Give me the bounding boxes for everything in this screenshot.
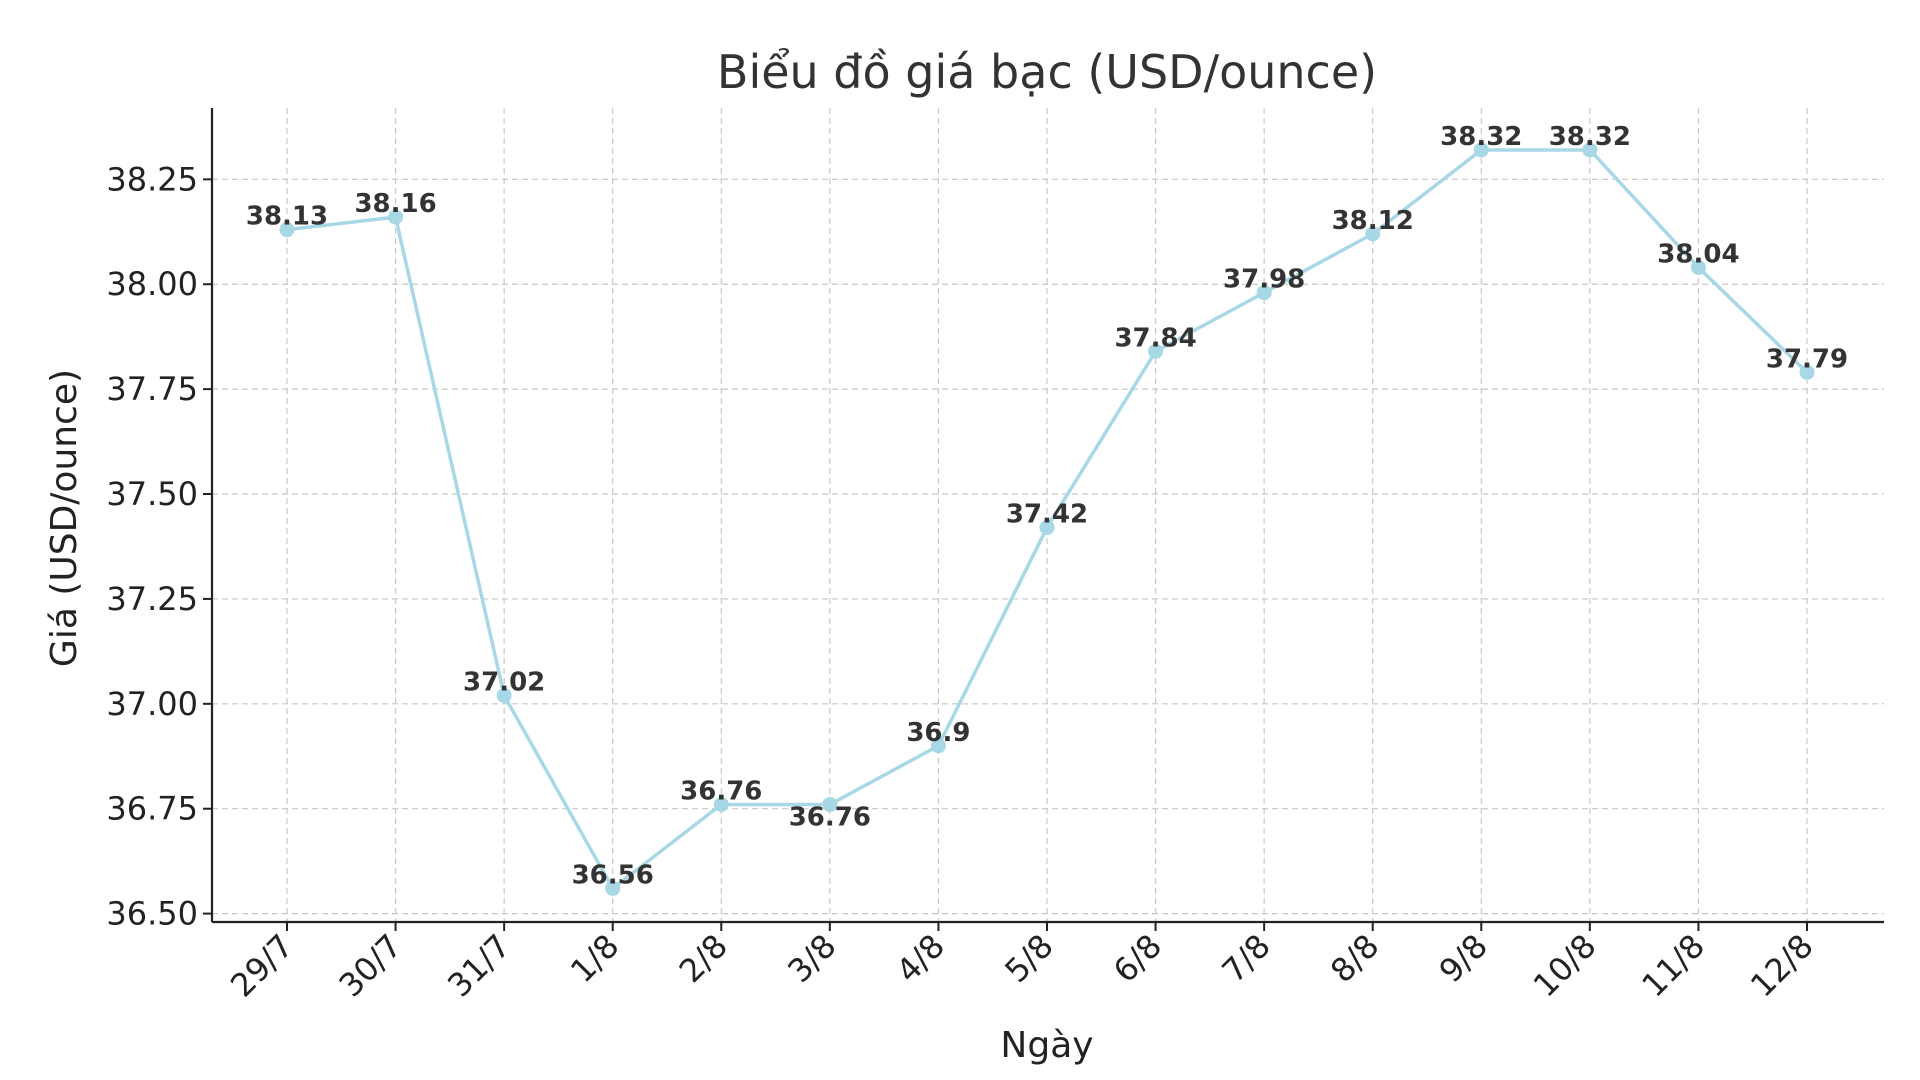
data-point bbox=[1473, 142, 1489, 158]
data-point bbox=[822, 797, 838, 813]
data-point bbox=[1582, 142, 1598, 158]
y-axis-ticks: 36.50 36.75 37.00 37.25 37.50 37.75 38.00 38.25 bbox=[106, 160, 212, 933]
chart-title: Biểu đồ giá bạc (USD/ounce) bbox=[717, 45, 1377, 99]
x-tick-label: 11/8 bbox=[1634, 927, 1712, 1005]
data-point bbox=[1039, 520, 1055, 536]
y-tick-label: 36.50 bbox=[106, 895, 198, 933]
y-tick-label: 38.25 bbox=[106, 160, 198, 198]
data-point bbox=[1799, 364, 1815, 380]
x-tick-label: 29/7 bbox=[223, 927, 301, 1005]
data-label: 38.13 bbox=[246, 202, 328, 232]
data-label: 37.84 bbox=[1114, 323, 1196, 353]
x-tick-label: 2/8 bbox=[672, 927, 735, 990]
data-label: 38.32 bbox=[1440, 122, 1522, 152]
data-point bbox=[713, 797, 729, 813]
x-tick-label: 30/7 bbox=[332, 927, 410, 1005]
y-axis-label: Giá (USD/ounce) bbox=[44, 369, 85, 667]
data-labels: 38.13 38.16 37.02 36.56 36.76 36.76 36.9 37.42 3… bbox=[246, 122, 1848, 890]
x-tick-label: 10/8 bbox=[1526, 927, 1604, 1005]
data-label: 38.32 bbox=[1549, 122, 1631, 152]
data-label: 36.56 bbox=[572, 860, 654, 890]
data-point bbox=[1148, 343, 1164, 359]
y-tick-label: 37.00 bbox=[106, 685, 198, 723]
x-tick-label: 1/8 bbox=[563, 927, 626, 990]
data-point bbox=[279, 222, 295, 238]
price-series bbox=[279, 142, 1815, 896]
data-label: 37.79 bbox=[1766, 344, 1848, 374]
data-point bbox=[930, 738, 946, 754]
data-point bbox=[388, 209, 404, 225]
data-label: 36.76 bbox=[680, 777, 762, 807]
data-point bbox=[1365, 226, 1381, 242]
x-tick-label: 31/7 bbox=[440, 927, 518, 1005]
y-tick-label: 37.50 bbox=[106, 475, 198, 513]
x-tick-label: 9/8 bbox=[1432, 927, 1495, 990]
y-tick-label: 36.75 bbox=[106, 790, 198, 828]
data-point bbox=[496, 687, 512, 703]
data-label: 37.02 bbox=[463, 667, 545, 697]
x-tick-label: 12/8 bbox=[1743, 927, 1821, 1005]
data-label: 38.04 bbox=[1657, 239, 1739, 269]
data-label: 38.12 bbox=[1332, 206, 1414, 236]
data-point bbox=[1256, 285, 1272, 301]
data-label: 38.16 bbox=[354, 189, 436, 219]
x-tick-label: 8/8 bbox=[1323, 927, 1386, 990]
y-tick-label: 37.75 bbox=[106, 370, 198, 408]
grid-lines bbox=[212, 108, 1884, 922]
y-tick-label: 38.00 bbox=[106, 265, 198, 303]
x-axis-label: Ngày bbox=[1000, 1025, 1093, 1066]
x-tick-label: 4/8 bbox=[889, 927, 952, 990]
y-tick-label: 37.25 bbox=[106, 580, 198, 618]
data-point bbox=[1690, 259, 1706, 275]
data-label: 36.9 bbox=[906, 718, 970, 748]
data-label: 37.98 bbox=[1223, 265, 1305, 295]
data-point bbox=[605, 880, 621, 896]
data-label: 36.76 bbox=[789, 803, 871, 833]
x-tick-label: 3/8 bbox=[780, 927, 843, 990]
x-tick-label: 6/8 bbox=[1106, 927, 1169, 990]
x-tick-label: 7/8 bbox=[1215, 927, 1278, 990]
x-axis-ticks: 29/7 30/7 31/7 1/8 2/8 3/8 4/8 5/8 6/8 7/8 8/8 9/8 1… bbox=[223, 922, 1821, 1004]
data-label: 37.42 bbox=[1006, 500, 1088, 530]
x-tick-label: 5/8 bbox=[997, 927, 1060, 990]
